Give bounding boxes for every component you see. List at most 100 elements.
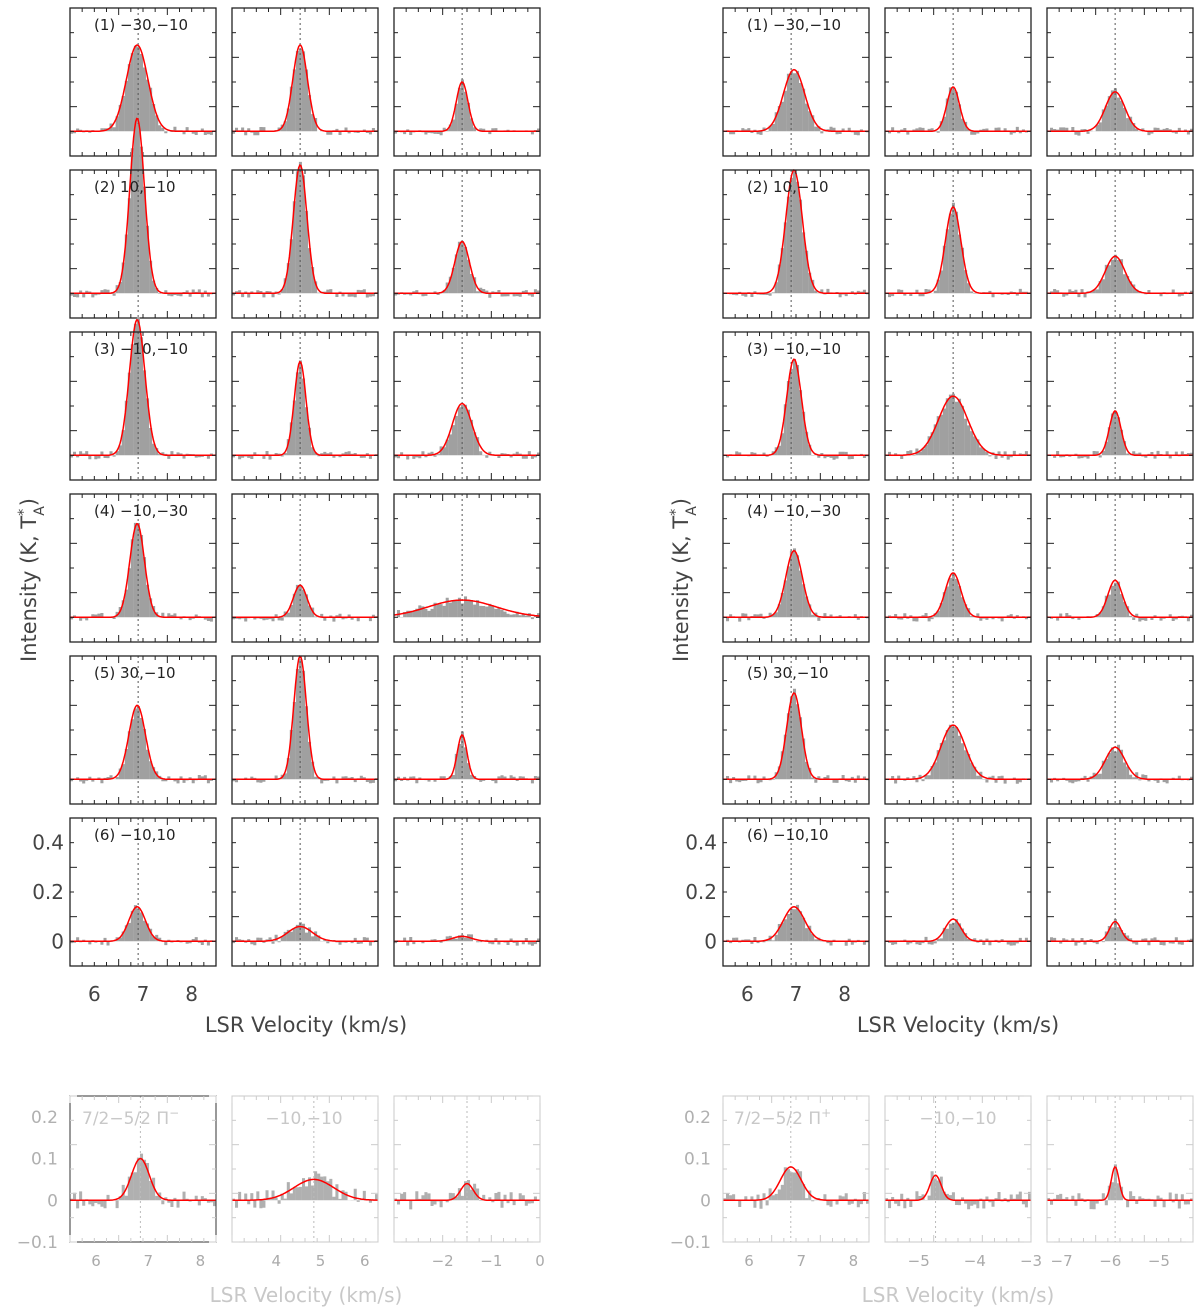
gaussian-fit-L-0-1: [232, 44, 378, 133]
panel-frame-R-0-2: [1046, 7, 1194, 157]
y-tick-label-1: 0.2: [685, 880, 717, 904]
gaussian-fit-L-2-1: [232, 360, 378, 457]
bottom-right-transition-main: 7/2−5/2 Π: [734, 1109, 821, 1129]
bottom-x-tick-label-0-2: 8: [849, 1252, 859, 1270]
gaussian-fit-L-5-2: [394, 935, 540, 943]
panel-frame-R-3-1: [884, 493, 1032, 643]
panel-frame-R-3-2: [1046, 493, 1194, 643]
spectrum-bars-R-3-1: [885, 572, 1032, 622]
y-tick-label-2: 0: [704, 929, 717, 953]
spectrum-bars-R-2-2: [1047, 411, 1194, 459]
bottom-right-xlabel: LSR Velocity (km/s): [862, 1283, 1055, 1307]
left-ylabel-sub: A: [32, 506, 48, 516]
spectrum-bars-R-5-2: [1047, 919, 1194, 946]
bottom-x-tick-label-1-2: 6: [360, 1252, 370, 1270]
panel-frame-L-3-1: [231, 493, 379, 643]
row-offset-label-3: (4) −10,−30: [747, 502, 841, 520]
bottom-x-tick-label-1-1: −4: [964, 1252, 986, 1270]
panel-frame-bottom-R-2: [1046, 1095, 1194, 1243]
row-offset-label-2: (3) −10,−10: [94, 340, 188, 358]
gaussian-fit-L-2-2: [394, 402, 540, 457]
left-ylabel-text: Intensity (K, T: [17, 516, 41, 662]
spectrum-bars-R-3-2: [1047, 581, 1194, 622]
spectrum-bars-L-1-2: [394, 241, 541, 298]
gaussian-fit-R-2-0: [723, 358, 869, 457]
spectrum-bars-L-2-2: [394, 404, 541, 460]
spectrum-bars-L-0-1: [232, 48, 379, 136]
spectrum-bars-R-4-1: [885, 724, 1032, 784]
left-spectra-grid: (1) −30,−10 (2) 10,−10 (3) −10,−10 (4) −10,…: [32, 7, 541, 1006]
right-ylabel-close: ): [669, 498, 693, 506]
gaussian-fit-R-0-0: [723, 68, 869, 133]
gaussian-fit-L-2-0: [70, 319, 216, 457]
gaussian-fit-bottom-R-2: [1047, 1166, 1193, 1202]
panel-frame-R-1-2: [1046, 169, 1194, 319]
spectrum-bars-R-0-1: [885, 87, 1032, 135]
gaussian-fit-R-1-1: [885, 206, 1031, 295]
row-offset-label-2: (3) −10,−10: [747, 340, 841, 358]
gaussian-fit-L-1-1: [232, 164, 378, 295]
row-offset-label-3: (4) −10,−30: [94, 502, 188, 520]
spectrum-bars-L-4-0: [70, 706, 217, 784]
spectrum-bars-L-4-2: [394, 731, 541, 784]
spectrum-bars-R-3-0: [723, 548, 870, 622]
spectrum-bars-R-4-2: [1047, 744, 1194, 784]
row-offset-label-0: (1) −30,−10: [94, 16, 188, 34]
spectrum-bars-bottom-L-1: [232, 1171, 379, 1209]
gaussian-fit-R-2-2: [1047, 410, 1193, 457]
spectrum-bars-L-5-2: [394, 934, 541, 946]
spectrum-bars-R-0-0: [723, 70, 870, 136]
spectrum-bars-L-1-1: [232, 161, 379, 298]
bottom-x-tick-label-1-1: 5: [316, 1252, 326, 1270]
spectrum-bars-bottom-R-0: [723, 1167, 870, 1209]
spectrum-bars-L-5-0: [70, 905, 217, 946]
bottom-left-offset-label: −10,−10: [265, 1109, 342, 1129]
bottom-left-transition-sup: −: [169, 1106, 179, 1120]
spectrum-bars-L-5-1: [232, 922, 379, 946]
left-ylabel-sup: *: [16, 509, 32, 516]
gaussian-fit-R-5-1: [885, 918, 1031, 943]
spectrum-bars-R-2-1: [885, 393, 1032, 460]
bottom-left-transition-label: 7/2−5/2 Π−: [82, 1106, 179, 1129]
spectrum-bars-R-0-2: [1047, 88, 1194, 136]
bottom-y-tick-label-1: 0.1: [684, 1150, 711, 1170]
row-offset-label-5: (6) −10,10: [94, 826, 176, 844]
spectrum-bars-bottom-L-2: [394, 1180, 541, 1210]
spectrum-bars-bottom-R-1: [885, 1171, 1032, 1210]
gaussian-fit-L-1-0: [70, 117, 216, 295]
spectrum-bars-R-4-0: [723, 688, 870, 784]
row-offset-label-1: (2) 10,−10: [747, 178, 829, 196]
x-tick-label-0: 6: [741, 982, 754, 1006]
bottom-left-spectra: 6 7 8 4 5 6 −2 −1 0 0.2 0.1 0 −0.1: [17, 1095, 545, 1270]
right-spectra-grid: (1) −30,−10 (2) 10,−10 (3) −10,−10 (4) −10,…: [685, 7, 1194, 1006]
gaussian-fit-R-5-2: [1047, 920, 1193, 943]
gaussian-fit-L-0-0: [70, 44, 216, 133]
bottom-y-tick-label-2: 0: [700, 1191, 711, 1211]
gaussian-fit-R-1-2: [1047, 255, 1193, 295]
bottom-x-tick-label-2-2: 0: [535, 1252, 545, 1270]
spectrum-bars-L-3-2: [394, 596, 541, 620]
bottom-left-xlabel: LSR Velocity (km/s): [210, 1283, 403, 1307]
bottom-x-tick-label-1-0: −5: [908, 1252, 930, 1270]
panel-frame-L-3-2: [393, 493, 541, 643]
bottom-y-tick-label-0: 0.2: [684, 1108, 711, 1128]
x-tick-label-0: 6: [88, 982, 101, 1006]
gaussian-fit-R-3-2: [1047, 579, 1193, 619]
gaussian-fit-R-4-2: [1047, 746, 1193, 781]
x-tick-label-2: 8: [838, 982, 851, 1006]
x-tick-label-2: 8: [185, 982, 198, 1006]
bottom-right-spectra: 6 7 8 −5 −4 −3 −7 −6 −5 0.2 0.1 0 −0.1: [670, 1095, 1194, 1270]
spectrum-bars-L-0-0: [70, 45, 217, 135]
gaussian-fit-L-0-2: [394, 81, 540, 133]
row-offset-label-0: (1) −30,−10: [747, 16, 841, 34]
right-ylabel-sup: *: [668, 509, 684, 516]
y-tick-label-1: 0.2: [32, 880, 64, 904]
row-offset-label-5: (6) −10,10: [747, 826, 829, 844]
spectrum-bars-R-1-2: [1047, 254, 1194, 298]
bottom-x-tick-label-2-2: −5: [1148, 1252, 1170, 1270]
gaussian-fit-R-4-1: [885, 724, 1031, 781]
spectrum-bars-bottom-L-0: [70, 1153, 217, 1209]
bottom-x-tick-label-2-1: −1: [480, 1252, 502, 1270]
bottom-x-tick-label-2-1: −6: [1099, 1252, 1121, 1270]
